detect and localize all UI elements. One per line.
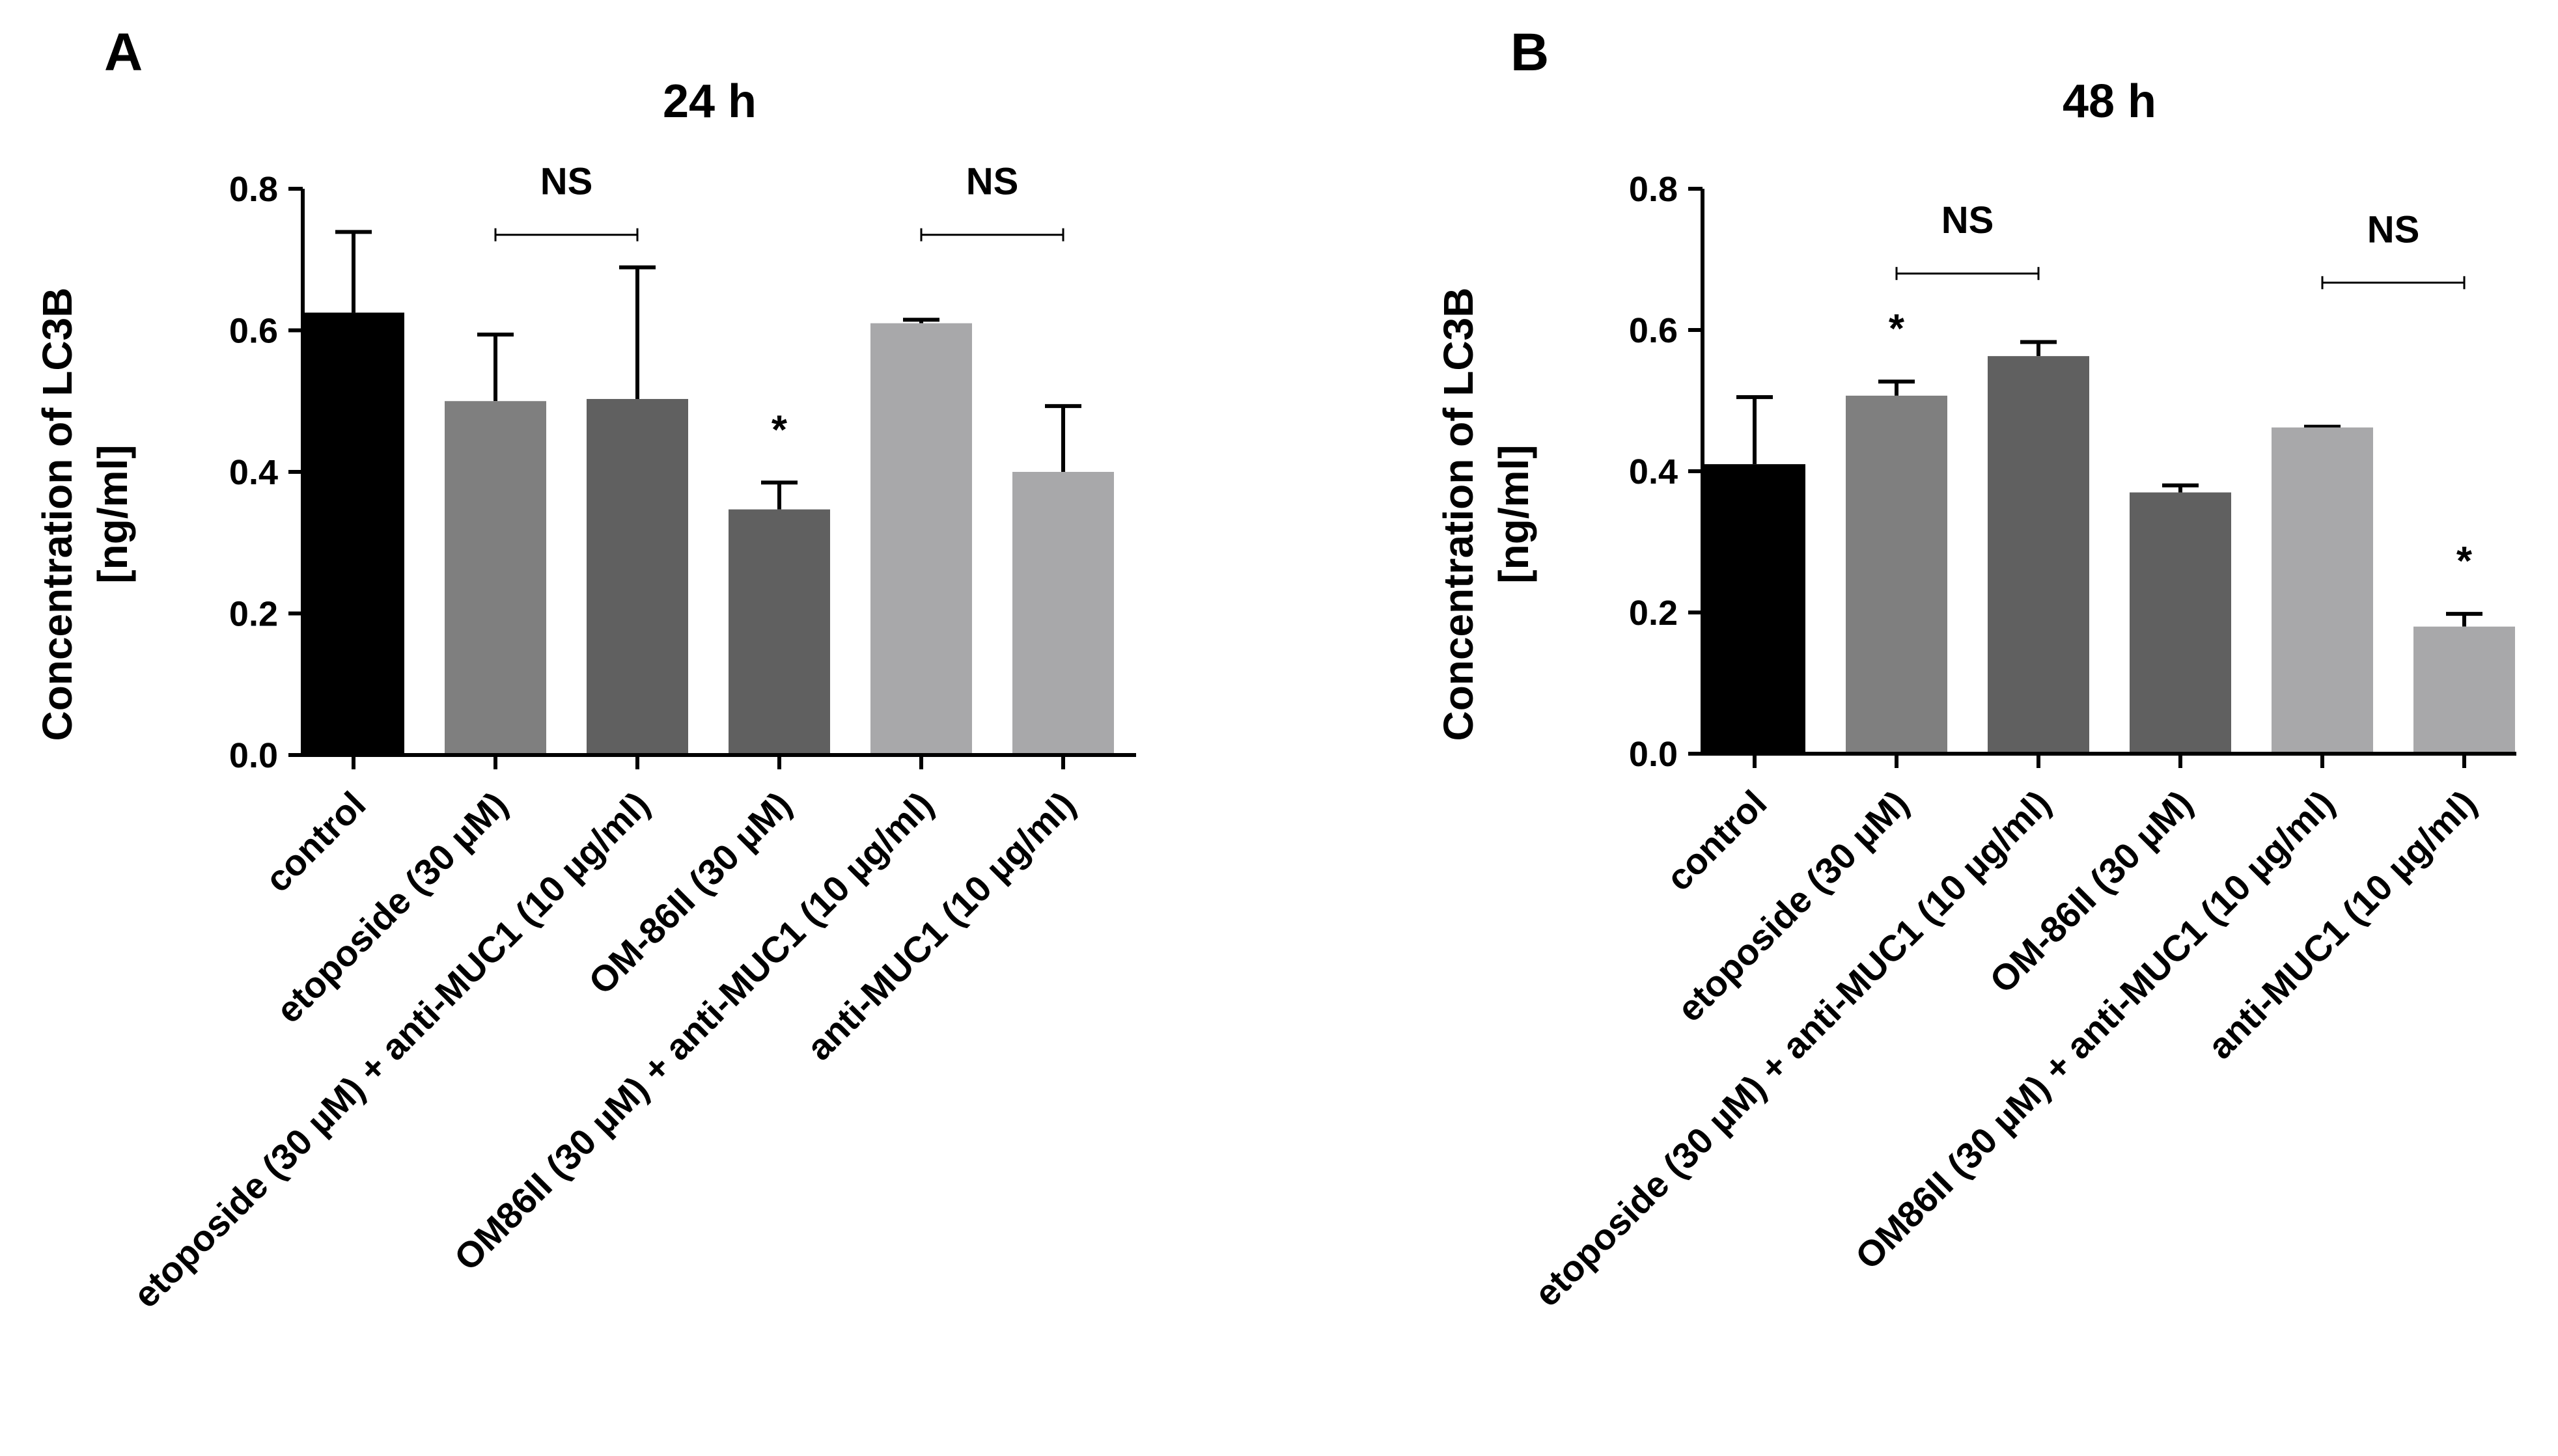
y-tick-label: 0.4 — [1629, 452, 1678, 491]
x-tick-label: control — [1658, 782, 1775, 899]
chart-title: 48 h — [2063, 76, 2156, 128]
x-tick-label: control — [257, 784, 374, 900]
y-tick-label: 0.0 — [229, 736, 278, 775]
panel-letter-a: A — [104, 23, 143, 82]
bar — [870, 323, 972, 755]
y-tick-label: 0.6 — [1629, 311, 1678, 350]
y-axis-label-line1: Concentration of LC3B — [1435, 288, 1482, 741]
significance-star: * — [2456, 539, 2473, 584]
significance-star: * — [772, 407, 788, 452]
y-tick-label: 0.6 — [229, 312, 278, 351]
y-tick-label: 0.2 — [1629, 594, 1678, 633]
y-tick-label: 0.8 — [1629, 170, 1678, 209]
bar — [1704, 464, 1805, 754]
bar — [1846, 395, 1947, 754]
x-tick-label: OM86II (30 µM) + anti-MUC1 (10 µg/ml) — [1847, 782, 2342, 1277]
y-axis-label-line2: [ng/ml] — [1490, 445, 1537, 583]
y-axis-label-line2: [ng/ml] — [89, 445, 136, 583]
panel-letter-b: B — [1510, 23, 1549, 82]
chart-48h: 48 h Concentration of LC3B [ng/ml] 0.00.… — [1435, 76, 2516, 1314]
y-tick-label: 0.8 — [229, 170, 278, 209]
bar — [2130, 492, 2231, 754]
x-tick-label: anti-MUC1 (10 µg/ml) — [799, 784, 1083, 1068]
bar — [2413, 626, 2515, 754]
bar — [445, 401, 546, 755]
significance-star: * — [1889, 307, 1905, 351]
comparison-label: NS — [1941, 199, 1994, 241]
bar — [2272, 427, 2373, 754]
x-tick-label: anti-MUC1 (10 µg/ml) — [2200, 782, 2484, 1067]
x-tick-label: etoposide (30 µM) — [1669, 782, 1917, 1030]
comparison-label: NS — [2367, 208, 2420, 251]
y-axis-label-line1: Concentration of LC3B — [34, 288, 81, 741]
chart-title: 24 h — [663, 76, 757, 128]
chart-24h: 24 h Concentration of LC3B [ng/ml] 0.00.… — [34, 76, 1136, 1315]
bar — [729, 509, 830, 755]
comparison-label: NS — [540, 161, 593, 203]
y-tick-label: 0.2 — [229, 595, 278, 634]
x-tick-label: OM86II (30 µM) + anti-MUC1 (10 µg/ml) — [446, 784, 941, 1278]
y-tick-label: 0.0 — [1629, 735, 1678, 774]
bar — [1012, 472, 1114, 755]
x-tick-label: etoposide (30 µM) + anti-MUC1 (10 µg/ml) — [125, 784, 657, 1315]
bar — [303, 312, 404, 755]
bar — [1988, 356, 2089, 754]
x-tick-label: etoposide (30 µM) + anti-MUC1 (10 µg/ml) — [1526, 782, 2058, 1314]
x-tick-label: etoposide (30 µM) — [268, 784, 516, 1031]
bar — [587, 398, 688, 755]
y-tick-label: 0.4 — [229, 453, 278, 492]
comparison-label: NS — [966, 161, 1019, 203]
